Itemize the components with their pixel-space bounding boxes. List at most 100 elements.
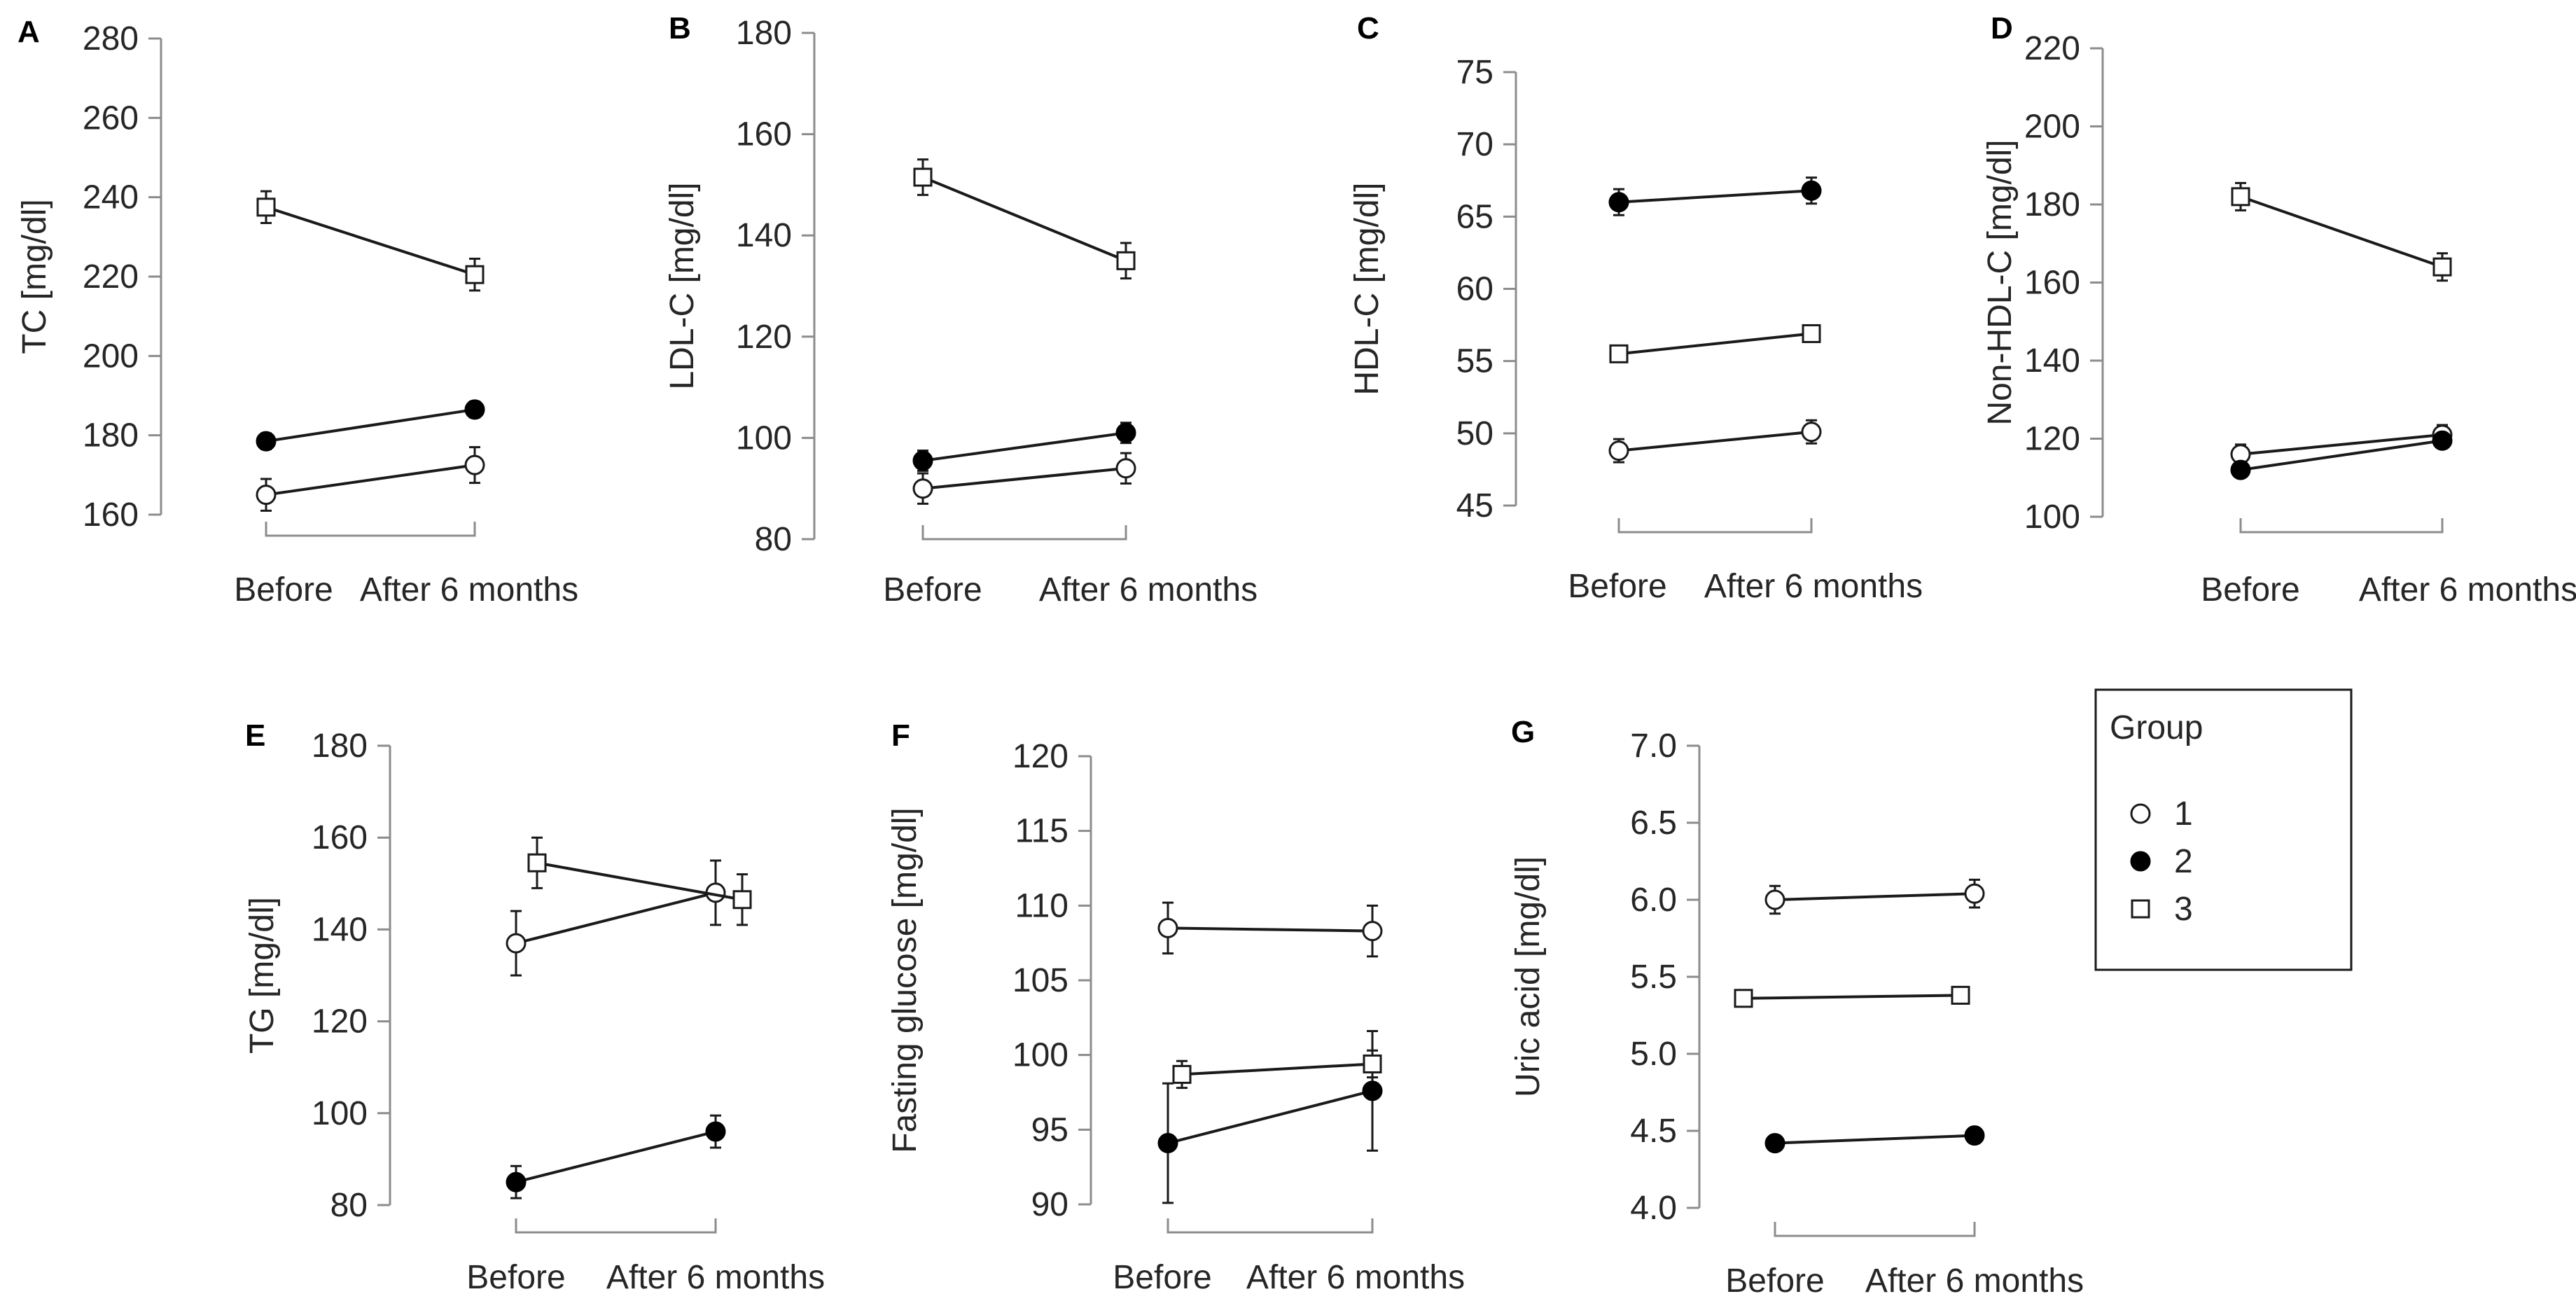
y-axis-label: LDL-C [mg/dl] — [664, 182, 701, 389]
y-tick-label: 180 — [312, 728, 368, 765]
y-tick-label: 140 — [2024, 342, 2080, 380]
data-point-group-3 — [1734, 989, 1753, 1008]
series-line-group-2 — [515, 1130, 716, 1184]
legend-label: 2 — [2174, 843, 2193, 880]
x-axis-line — [1774, 1222, 1976, 1237]
y-tick-label: 4.0 — [1630, 1190, 1677, 1227]
y-tick-label: 160 — [2024, 265, 2080, 302]
y-tick-label: 120 — [2024, 421, 2080, 458]
series-line-group-2 — [1774, 1134, 1975, 1145]
data-point-group-1 — [1801, 422, 1822, 443]
data-point-group-3 — [1609, 344, 1629, 363]
data-point-group-2 — [256, 431, 277, 452]
series-line-group-2 — [265, 408, 475, 443]
data-point-group-1 — [464, 454, 485, 475]
y-tick-label: 5.0 — [1630, 1036, 1677, 1073]
data-point-group-3 — [465, 265, 485, 284]
y-tick-label: 140 — [312, 911, 368, 948]
x-tick-label: Before — [466, 1259, 565, 1296]
data-point-group-3 — [2231, 187, 2250, 207]
y-tick-label: 120 — [736, 319, 792, 356]
panel-A: A 160 180 200 220 240 260 280 TC [mg/dl] Before Af… — [16, 15, 578, 608]
y-tick-label: 65 — [1456, 198, 1494, 235]
data-point-group-2 — [1115, 422, 1136, 443]
data-point-group-1 — [1157, 917, 1178, 938]
data-point-group-2 — [1608, 192, 1629, 213]
series-line-group-1 — [265, 464, 475, 496]
panel-D: D 100 120 140 160 180 200 220 Non-HDL-C [mg/dl] B… — [1982, 11, 2576, 608]
panel-F: F 90 95 100 105 110 115 120 Fasting glucose [mg/… — [886, 718, 1465, 1296]
y-axis-label: TC [mg/dl] — [16, 199, 53, 354]
y-tick-label: 100 — [2024, 499, 2080, 536]
x-tick-label: Before — [1113, 1259, 1211, 1296]
legend-marker-1 — [2130, 803, 2151, 824]
y-tick-label: 220 — [2024, 30, 2080, 67]
panel-E: E 80 100 120 140 160 180 TG [mg/dl] Before After … — [244, 718, 825, 1296]
x-axis-line — [921, 525, 1127, 541]
data-point-group-2 — [1362, 1080, 1383, 1101]
y-tick-label: 5.5 — [1630, 959, 1677, 996]
y-axis-label: TG [mg/dl] — [244, 897, 281, 1054]
series-line-group-1 — [515, 891, 716, 945]
data-point-group-1 — [1764, 889, 1785, 910]
data-point-group-3 — [732, 890, 752, 910]
data-point-group-3 — [1363, 1054, 1382, 1073]
panel-letter: D — [1991, 11, 2013, 46]
data-point-group-3 — [256, 197, 276, 217]
series-line-group-3 — [2240, 195, 2443, 269]
data-point-group-3 — [1802, 323, 1821, 343]
y-tick-label: 100 — [312, 1095, 368, 1132]
y-tick-label: 120 — [1012, 738, 1068, 775]
data-point-group-3 — [1116, 251, 1136, 270]
legend: Group 1 2 3 — [2094, 688, 2353, 971]
panel-letter: F — [891, 718, 910, 753]
series-line-group-1 — [1774, 892, 1975, 901]
y-tick-label: 45 — [1456, 487, 1494, 524]
series-line-group-2 — [922, 431, 1127, 462]
y-tick-label: 4.5 — [1630, 1113, 1677, 1150]
y-tick-label: 70 — [1456, 126, 1494, 163]
x-tick-label: After 6 months — [2359, 571, 2576, 608]
data-point-group-1 — [1115, 458, 1136, 479]
legend-box — [2094, 688, 2353, 971]
data-point-group-3 — [1951, 985, 1970, 1005]
series-line-group-3 — [1743, 994, 1961, 1000]
y-tick-label: 6.5 — [1630, 805, 1677, 842]
y-tick-label: 100 — [736, 419, 792, 457]
y-tick-label: 220 — [83, 258, 139, 295]
y-axis-label: HDL-C [mg/dl] — [1349, 182, 1386, 395]
y-tick-label: 280 — [83, 20, 139, 57]
data-point-group-1 — [912, 478, 933, 499]
x-tick-label: After 6 months — [1865, 1262, 2084, 1300]
panel-B: B 80 100 120 140 160 180 LDL-C [mg/dl] Before Aft… — [664, 11, 1258, 608]
y-tick-label: 95 — [1031, 1111, 1068, 1148]
legend-label: 1 — [2174, 795, 2193, 833]
data-point-group-2 — [1764, 1133, 1785, 1154]
series-line-group-1 — [922, 466, 1127, 490]
y-tick-label: 90 — [1031, 1186, 1068, 1223]
panel-letter: G — [1511, 715, 1535, 749]
panel-letter: B — [669, 11, 691, 46]
y-tick-label: 75 — [1456, 54, 1494, 91]
y-tick-label: 55 — [1456, 343, 1494, 380]
x-axis-line — [1617, 518, 1813, 534]
x-tick-label: Before — [234, 571, 333, 608]
data-point-group-1 — [256, 485, 277, 506]
series-line-group-3 — [922, 176, 1127, 263]
data-point-group-2 — [1964, 1125, 1985, 1146]
data-point-group-1 — [1608, 440, 1629, 461]
y-tick-label: 60 — [1456, 271, 1494, 308]
data-point-group-2 — [506, 1171, 527, 1192]
legend-marker-3 — [2131, 899, 2150, 919]
series-line-group-3 — [265, 205, 475, 277]
data-point-group-2 — [912, 450, 933, 471]
y-tick-label: 105 — [1012, 962, 1068, 999]
x-tick-label: Before — [2201, 571, 2299, 608]
data-point-group-2 — [1157, 1133, 1178, 1154]
x-tick-label: After 6 months — [1039, 571, 1258, 608]
y-tick-label: 240 — [83, 179, 139, 216]
y-tick-label: 110 — [1015, 887, 1068, 924]
x-tick-label: After 6 months — [360, 571, 578, 608]
legend-label: 3 — [2174, 891, 2193, 928]
x-axis-line — [1167, 1218, 1374, 1234]
